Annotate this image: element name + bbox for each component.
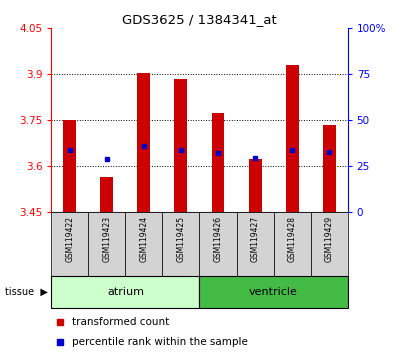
- Text: GSM119423: GSM119423: [102, 216, 111, 262]
- Text: tissue  ▶: tissue ▶: [4, 287, 47, 297]
- Bar: [274, 212, 310, 276]
- Text: GSM119425: GSM119425: [177, 216, 186, 262]
- Bar: [63, 120, 76, 212]
- Bar: [162, 212, 199, 276]
- Text: GSM119428: GSM119428: [288, 216, 297, 262]
- Text: percentile rank within the sample: percentile rank within the sample: [72, 337, 248, 348]
- Bar: [248, 159, 261, 212]
- Bar: [199, 212, 237, 276]
- Bar: [310, 212, 348, 276]
- Text: ventricle: ventricle: [249, 287, 298, 297]
- Bar: [175, 79, 188, 212]
- Bar: [199, 276, 348, 308]
- Bar: [51, 276, 199, 308]
- Text: GSM119429: GSM119429: [325, 216, 334, 262]
- Bar: [137, 73, 150, 212]
- Bar: [126, 212, 162, 276]
- Bar: [51, 212, 88, 276]
- Title: GDS3625 / 1384341_at: GDS3625 / 1384341_at: [122, 13, 277, 26]
- Bar: [88, 212, 126, 276]
- Bar: [237, 212, 274, 276]
- Text: GSM119422: GSM119422: [65, 216, 74, 262]
- Text: transformed count: transformed count: [72, 317, 169, 327]
- Bar: [211, 113, 224, 212]
- Text: GSM119427: GSM119427: [250, 216, 260, 262]
- Text: GSM119424: GSM119424: [139, 216, 149, 262]
- Bar: [323, 125, 336, 212]
- Bar: [100, 177, 113, 212]
- Text: atrium: atrium: [107, 287, 144, 297]
- Bar: [286, 65, 299, 212]
- Text: GSM119426: GSM119426: [213, 216, 222, 262]
